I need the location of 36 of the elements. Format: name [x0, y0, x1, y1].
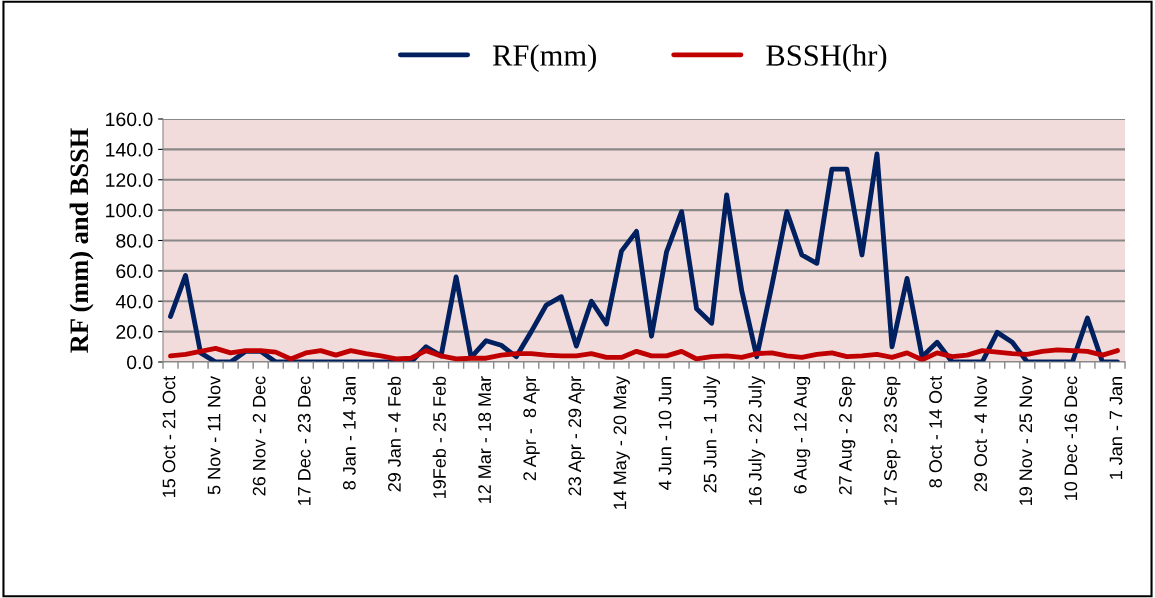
x-tick-label: 15 Oct - 21 Oct	[162, 376, 176, 497]
x-tick-label: 23 Apr - 29 Apr	[568, 376, 585, 496]
y-tick-label: 60.0	[116, 264, 153, 279]
y-tick-label: 140.0	[106, 142, 153, 157]
x-tick-label: 27 Aug - 2 Sep	[838, 376, 856, 495]
x-tick-label: 16 July - 22 July	[748, 375, 766, 505]
line-series	[168, 345, 1120, 362]
x-tick-label: 19 Nov - 25 Nov	[1019, 375, 1033, 505]
y-tick-label: 120.0	[106, 173, 153, 187]
x-tick-label: 26 Nov - 2 Dec	[252, 376, 266, 496]
x-tick-label: 10 Dec -16 Dec	[1064, 376, 1078, 500]
x-tick-label: 6 Aug - 12 Aug	[793, 377, 811, 494]
x-tick-label: 12 Mar - 18 Mar	[478, 376, 492, 503]
x-tick-label: 17 Dec - 23 Dec	[297, 376, 311, 505]
x-tick-label: 29 Jan - 4 Feb	[387, 376, 401, 492]
x-tick-label: 1 Jan - 7 Jan	[1109, 377, 1123, 479]
y-tick-label: 80.0	[116, 233, 153, 248]
y-tick-label: 100.0	[106, 203, 153, 218]
y-tick-label: 20.0	[116, 325, 153, 339]
x-tick-label: 5 Nov - 11 Nov	[207, 375, 221, 495]
x-tick-label: 17 Sep - 23 Sep	[884, 376, 901, 505]
legend-label: BSSH(hr)	[766, 44, 887, 73]
x-tick-label: 29 Oct - 4 Nov	[974, 375, 988, 492]
x-tick-label: 8 Oct - 14 Oct	[929, 376, 942, 488]
y-tick-label: 40.0	[115, 294, 153, 309]
y-tick-label: 0.0	[127, 355, 153, 370]
x-tick-label: 25 Jun - 1 July	[703, 375, 721, 493]
x-tick-label: 14 May - 20 May	[613, 375, 630, 509]
line-series	[168, 151, 1120, 362]
x-tick-label: 4 Jun - 10 Jun	[658, 377, 672, 490]
x-tick-label: 8 Jan - 14 Jan	[342, 377, 356, 490]
x-tick-label: 19Feb - 25 Feb	[432, 376, 446, 498]
y-tick-label: 160.0	[106, 112, 153, 127]
legend-label: RF(mm)	[492, 44, 596, 73]
x-tick-label: 2 Apr - 8 Apr	[523, 376, 540, 481]
y-axis-title: RF (mm) and BSSH	[69, 128, 94, 353]
